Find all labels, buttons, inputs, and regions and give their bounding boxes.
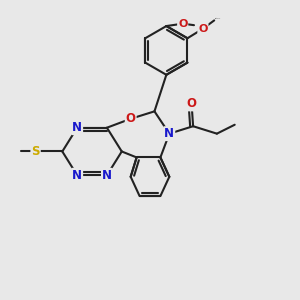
Text: N: N: [164, 127, 174, 140]
Text: O: O: [187, 98, 196, 110]
Text: S: S: [31, 145, 40, 158]
Text: methoxy: methoxy: [215, 18, 221, 19]
Text: O: O: [126, 112, 136, 125]
Text: N: N: [102, 169, 112, 182]
Text: N: N: [72, 121, 82, 134]
Text: O: O: [198, 24, 208, 34]
Text: N: N: [72, 169, 82, 182]
Text: O: O: [178, 19, 188, 29]
